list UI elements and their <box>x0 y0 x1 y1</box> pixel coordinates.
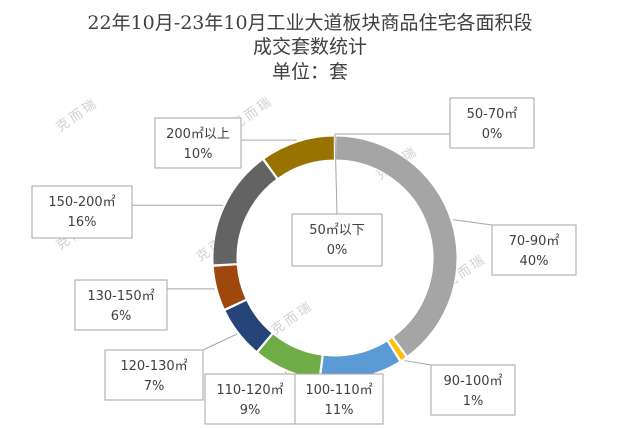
callout-box <box>204 373 296 425</box>
data-label-value: 6% <box>111 309 132 324</box>
callout-box <box>491 224 577 276</box>
data-label-value: 10% <box>184 147 213 162</box>
data-label-category: 110-120㎡ <box>216 383 283 398</box>
data-label-value: 40% <box>520 254 549 269</box>
donut-slice <box>335 135 458 357</box>
data-label-category: 70-90㎡ <box>509 234 560 249</box>
leader-line <box>452 219 493 226</box>
data-label-category: 120-130㎡ <box>120 359 187 374</box>
donut-slice <box>212 159 278 266</box>
donut-slices <box>212 135 458 381</box>
data-label-category: 200㎡以上 <box>166 127 230 142</box>
donut-slice <box>224 299 273 353</box>
data-label-value: 0% <box>327 243 348 258</box>
data-label-value: 9% <box>240 403 261 418</box>
callout-box <box>74 279 168 331</box>
chart-title-line-1: 22年10月-23年10月工业大道板块商品住宅各面积段 <box>87 12 533 34</box>
leader-line <box>202 333 238 351</box>
leader-line <box>404 360 432 366</box>
donut-slice <box>263 135 335 180</box>
data-label-value: 0% <box>482 127 503 142</box>
donut-slice <box>212 264 247 310</box>
data-label-category: 130-150㎡ <box>87 289 154 304</box>
leader-line <box>334 133 338 215</box>
callout-box <box>449 97 535 149</box>
data-label-value: 16% <box>68 215 97 230</box>
data-label-category: 150-200㎡ <box>48 195 115 210</box>
donut-slice <box>387 336 407 362</box>
callout-box <box>154 117 242 169</box>
donut-slice <box>257 333 323 380</box>
callout-box <box>291 213 383 267</box>
donut-slice <box>319 340 401 381</box>
chart-title-line-2: 成交套数统计 <box>252 36 367 58</box>
callout-box <box>430 364 516 416</box>
data-label-category: 90-100㎡ <box>443 374 502 389</box>
watermark-text: 克而瑞 <box>269 298 317 338</box>
callout-box <box>31 185 133 239</box>
callout-box <box>104 349 204 401</box>
watermark-text: 克而瑞 <box>54 95 102 135</box>
callout-box <box>294 373 384 425</box>
data-label-category: 50㎡以下 <box>309 223 365 238</box>
chart-title-line-3: 单位：套 <box>271 61 348 83</box>
data-label-value: 7% <box>144 379 165 394</box>
data-label-category: 50-70㎡ <box>467 107 518 122</box>
data-label-value: 1% <box>463 394 484 409</box>
data-label-category: 100-110㎡ <box>305 383 372 398</box>
data-label-value: 11% <box>325 403 354 418</box>
callout-layer: 50㎡以下 0% 50-70㎡ 0% 70-90㎡ 40% 90-100㎡ 1% 100-110… <box>31 97 577 425</box>
